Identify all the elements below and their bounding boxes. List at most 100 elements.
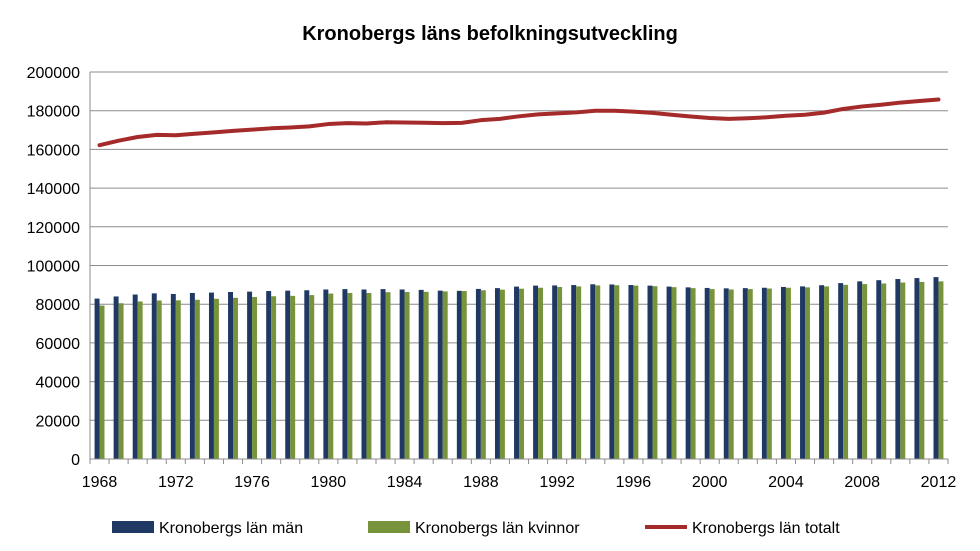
bar-men — [933, 277, 939, 459]
bar-women — [709, 289, 715, 459]
bar-women — [576, 286, 582, 459]
y-tick-label: 0 — [71, 452, 80, 469]
bar-men — [323, 289, 329, 459]
y-tick-label: 200000 — [27, 65, 80, 82]
legend-label: Kronobergs län kvinnor — [415, 520, 580, 537]
x-axis: 1968 1972 1976 1980 1984 1988 1992 1996 2000 2004… — [82, 458, 957, 491]
x-tick-label: 1968 — [82, 474, 118, 491]
bar-women — [671, 287, 677, 459]
bar-women — [919, 281, 925, 459]
bar-women — [824, 286, 830, 459]
x-tick-label: 1984 — [387, 474, 423, 491]
bar-women — [366, 292, 372, 459]
bar-women — [137, 301, 143, 459]
bar-women — [538, 287, 544, 459]
bar-men — [838, 283, 844, 459]
bar-men — [647, 285, 653, 459]
bar-men — [876, 280, 882, 459]
bar-men — [380, 289, 386, 459]
bar-men — [247, 291, 253, 459]
bar-women — [747, 289, 753, 459]
bar-men — [418, 289, 424, 459]
bar-women — [614, 285, 620, 459]
bar-men — [285, 290, 291, 459]
bar-men — [342, 289, 348, 459]
bar-women — [156, 300, 162, 459]
bar-women — [99, 305, 105, 459]
bar-men — [475, 288, 481, 459]
bars — [94, 277, 944, 459]
bar-men — [494, 288, 500, 459]
bar-men — [228, 292, 233, 459]
bar-men — [456, 290, 462, 459]
bar-women — [499, 289, 505, 459]
bar-women — [252, 297, 258, 459]
bar-men — [399, 289, 405, 459]
x-tick-label: 2000 — [692, 474, 728, 491]
legend-swatch — [112, 521, 154, 533]
x-tick-label: 2004 — [768, 474, 804, 491]
x-tick-label: 2012 — [921, 474, 957, 491]
legend-label: Kronobergs län totalt — [692, 520, 840, 537]
bar-women — [690, 288, 696, 459]
bar-men — [723, 288, 729, 459]
bar-men — [609, 284, 615, 459]
bar-men — [170, 293, 176, 459]
bar-women — [271, 296, 277, 459]
y-tick-label: 60000 — [36, 336, 81, 353]
bar-women — [423, 291, 429, 459]
bar-women — [519, 288, 524, 459]
y-tick-label: 40000 — [36, 375, 81, 392]
bar-women — [805, 287, 810, 459]
bar-men — [780, 286, 786, 459]
bar-women — [938, 281, 944, 459]
bar-men — [666, 286, 672, 459]
bar-men — [533, 285, 539, 459]
bar-men — [819, 285, 825, 459]
bar-women — [309, 295, 315, 459]
bar-men — [590, 284, 596, 459]
y-tick-label: 140000 — [27, 181, 80, 198]
bar-women — [728, 289, 734, 459]
bar-men — [437, 290, 443, 459]
line-totalt — [97, 97, 941, 148]
total-line — [97, 97, 941, 148]
y-tick-label: 20000 — [36, 413, 81, 430]
bar-men — [304, 290, 310, 459]
bar-women — [862, 284, 868, 459]
bar-women — [175, 300, 181, 459]
bar-men — [361, 289, 367, 459]
x-tick-label: 1976 — [234, 474, 270, 491]
x-tick-label: 1992 — [539, 474, 575, 491]
bar-men — [857, 281, 863, 459]
bar-women — [595, 285, 601, 459]
x-tick-label: 1996 — [616, 474, 652, 491]
bar-men — [151, 293, 157, 459]
x-tick-label: 2008 — [844, 474, 880, 491]
bar-men — [571, 285, 577, 459]
bar-men — [742, 288, 748, 459]
bar-women — [480, 290, 486, 459]
bar-women — [213, 298, 219, 459]
bar-men — [113, 296, 119, 459]
bar-women — [194, 299, 200, 459]
bar-men — [761, 287, 767, 459]
bar-women — [900, 282, 906, 459]
bar-men — [895, 279, 901, 459]
bar-women — [785, 287, 791, 459]
y-tick-label: 160000 — [27, 142, 80, 159]
chart-title: Kronobergs läns befolkningsutveckling — [302, 23, 678, 45]
bar-women — [328, 293, 334, 459]
bar-women — [442, 291, 448, 459]
bar-men — [208, 292, 214, 459]
bar-men — [132, 294, 138, 459]
bar-women — [118, 303, 124, 459]
y-tick-label: 80000 — [36, 297, 81, 314]
bar-men — [266, 291, 272, 459]
bar-women — [633, 285, 639, 459]
bar-women — [233, 297, 238, 459]
bar-women — [652, 286, 658, 459]
y-tick-label: 180000 — [27, 104, 80, 121]
bar-men — [94, 298, 100, 459]
